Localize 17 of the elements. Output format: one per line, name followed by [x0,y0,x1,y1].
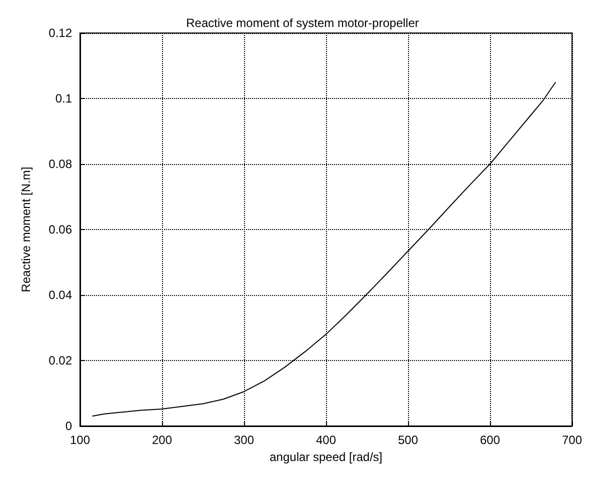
x-tick-label: 700 [562,433,582,447]
y-tick-label: 0.1 [55,92,72,106]
y-tick-label: 0.06 [48,222,72,236]
x-tick-label: 300 [234,433,254,447]
y-tick-label: 0.08 [48,157,72,171]
x-tick-label: 400 [316,433,336,447]
x-tick-label: 600 [480,433,500,447]
x-tick-label: 200 [152,433,172,447]
y-axis-title: Reactive moment [N.m] [19,166,33,292]
chart-title: Reactive moment of system motor-propeller [186,16,419,30]
y-tick-label: 0 [65,419,72,433]
x-tick-label: 500 [398,433,418,447]
x-axis-title: angular speed [rad/s] [270,450,382,464]
y-tick-label: 0.02 [48,354,72,368]
x-tick-label: 100 [70,433,90,447]
y-tick-label: 0.04 [48,288,72,302]
y-tick-label: 0.12 [48,26,72,40]
